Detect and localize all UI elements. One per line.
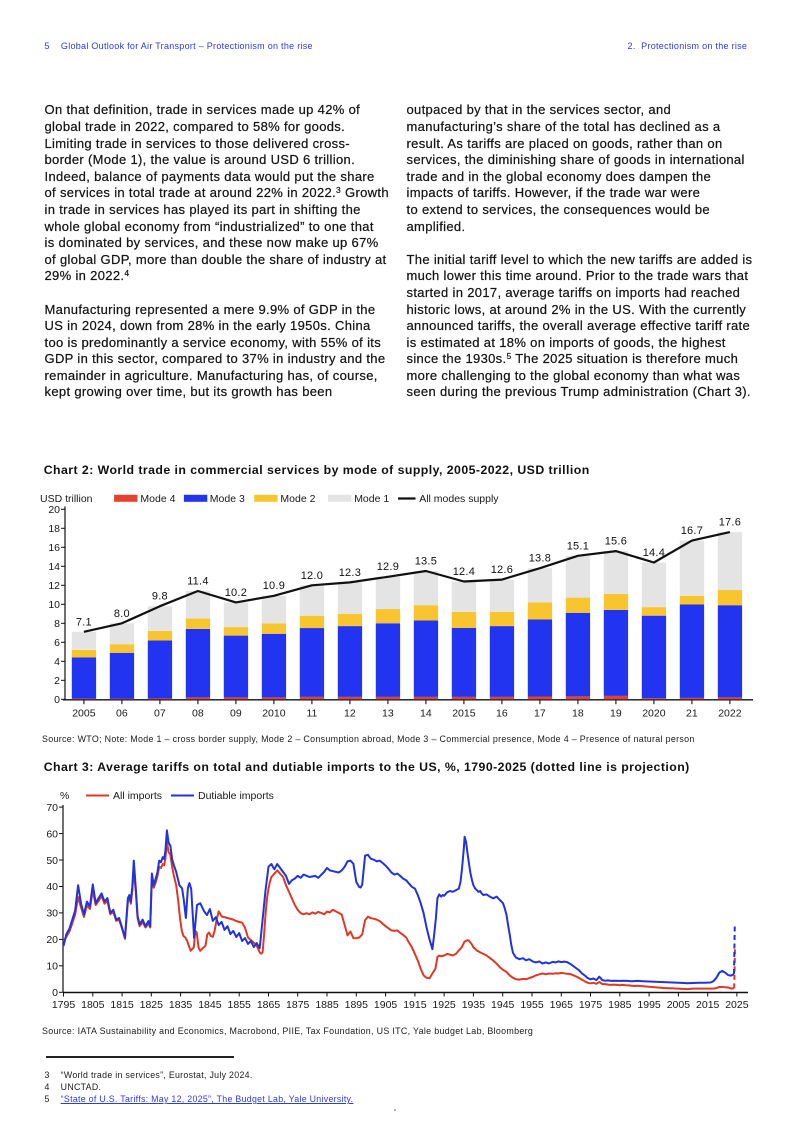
svg-text:12.0: 12.0 (301, 570, 323, 582)
svg-text:12.9: 12.9 (377, 561, 399, 573)
svg-text:All modes supply: All modes supply (419, 493, 499, 505)
svg-text:09: 09 (230, 708, 242, 720)
svg-text:8: 8 (54, 618, 60, 630)
svg-text:1895: 1895 (345, 999, 369, 1011)
svg-text:2022: 2022 (718, 708, 742, 720)
svg-text:10.2: 10.2 (225, 587, 247, 599)
svg-text:12.6: 12.6 (491, 564, 513, 576)
svg-text:Mode 1: Mode 1 (354, 493, 389, 505)
svg-text:11: 11 (306, 708, 317, 720)
svg-text:12: 12 (48, 580, 60, 592)
svg-text:8.0: 8.0 (114, 608, 130, 620)
svg-text:Mode 3: Mode 3 (210, 493, 245, 505)
svg-text:08: 08 (192, 708, 204, 720)
svg-text:15.6: 15.6 (605, 536, 627, 548)
svg-text:USD trillion: USD trillion (40, 493, 93, 505)
svg-text:1845: 1845 (198, 999, 222, 1011)
svg-text:30: 30 (46, 908, 58, 920)
svg-text:2015: 2015 (452, 708, 476, 720)
svg-text:1795: 1795 (52, 999, 76, 1011)
svg-text:20: 20 (48, 504, 60, 516)
svg-text:50: 50 (46, 855, 58, 867)
svg-text:1835: 1835 (169, 999, 193, 1011)
svg-text:1995: 1995 (637, 999, 661, 1011)
svg-text:60: 60 (46, 828, 58, 840)
svg-text:70: 70 (46, 802, 58, 814)
svg-text:1865: 1865 (257, 999, 281, 1011)
svg-text:10: 10 (48, 599, 60, 611)
svg-text:1925: 1925 (432, 999, 456, 1011)
svg-text:1965: 1965 (550, 999, 574, 1011)
svg-text:1905: 1905 (374, 999, 398, 1011)
svg-text:16: 16 (48, 542, 60, 554)
svg-text:2020: 2020 (642, 708, 666, 720)
svg-text:10.9: 10.9 (263, 580, 285, 592)
svg-text:14: 14 (48, 561, 60, 573)
svg-text:1885: 1885 (315, 999, 339, 1011)
svg-text:1945: 1945 (491, 999, 515, 1011)
svg-text:1855: 1855 (228, 999, 252, 1011)
svg-text:Mode 2: Mode 2 (280, 493, 315, 505)
svg-text:16.7: 16.7 (681, 525, 703, 537)
svg-text:9.8: 9.8 (152, 591, 168, 603)
svg-text:18: 18 (48, 523, 60, 535)
svg-text:Dutiable imports: Dutiable imports (198, 790, 274, 802)
svg-text:2005: 2005 (72, 708, 96, 720)
svg-text:2015: 2015 (696, 999, 720, 1011)
svg-text:2025: 2025 (725, 999, 749, 1011)
svg-text:2: 2 (54, 675, 60, 687)
svg-text:16: 16 (496, 708, 508, 720)
svg-text:17.6: 17.6 (719, 517, 741, 529)
svg-text:14: 14 (420, 708, 432, 720)
svg-text:14.4: 14.4 (643, 547, 665, 559)
svg-text:13.8: 13.8 (529, 553, 551, 565)
svg-text:1955: 1955 (520, 999, 544, 1011)
svg-text:20: 20 (46, 934, 58, 946)
svg-text:10: 10 (46, 961, 58, 973)
svg-text:All imports: All imports (113, 790, 162, 802)
svg-text:1935: 1935 (462, 999, 486, 1011)
svg-text:2005: 2005 (667, 999, 691, 1011)
svg-text:21: 21 (686, 708, 698, 720)
svg-text:18: 18 (572, 708, 584, 720)
svg-text:6: 6 (54, 637, 60, 649)
svg-text:13.5: 13.5 (415, 556, 437, 568)
svg-text:12.4: 12.4 (453, 566, 475, 578)
svg-text:1805: 1805 (81, 999, 105, 1011)
svg-text:1985: 1985 (608, 999, 632, 1011)
svg-text:1915: 1915 (403, 999, 427, 1011)
svg-text:Mode 4: Mode 4 (140, 493, 175, 505)
svg-text:%: % (60, 790, 69, 802)
svg-text:19: 19 (610, 708, 622, 720)
svg-text:15.1: 15.1 (567, 540, 589, 552)
svg-text:13: 13 (382, 708, 394, 720)
svg-text:1975: 1975 (579, 999, 603, 1011)
svg-text:4: 4 (54, 656, 60, 668)
svg-text:2010: 2010 (262, 708, 286, 720)
svg-text:07: 07 (154, 708, 166, 720)
svg-text:0: 0 (52, 987, 58, 999)
svg-text:0: 0 (54, 694, 60, 706)
svg-text:12.3: 12.3 (339, 567, 361, 579)
svg-text:1875: 1875 (286, 999, 310, 1011)
svg-text:40: 40 (46, 881, 58, 893)
svg-text:1815: 1815 (110, 999, 134, 1011)
svg-text:12: 12 (344, 708, 356, 720)
svg-text:1825: 1825 (140, 999, 164, 1011)
svg-text:11.4: 11.4 (187, 576, 209, 588)
svg-text:17: 17 (534, 708, 546, 720)
svg-text:06: 06 (116, 708, 128, 720)
svg-text:7.1: 7.1 (76, 616, 92, 628)
